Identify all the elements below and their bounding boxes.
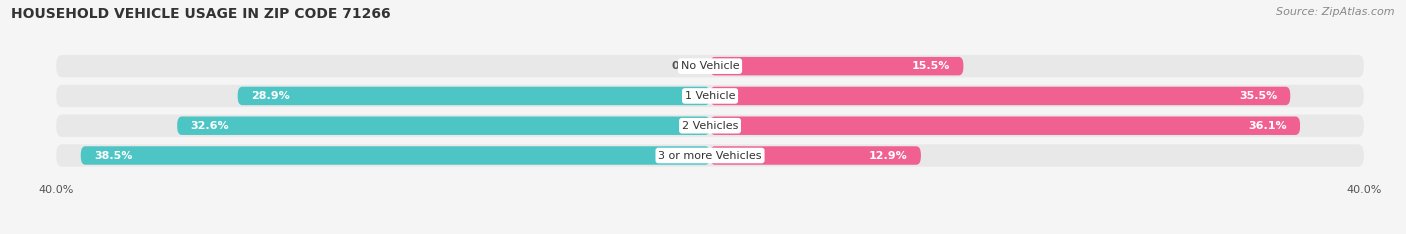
Text: 0.0%: 0.0% <box>671 61 702 71</box>
FancyBboxPatch shape <box>238 87 710 105</box>
Text: 2 Vehicles: 2 Vehicles <box>682 121 738 131</box>
Text: 36.1%: 36.1% <box>1249 121 1286 131</box>
FancyBboxPatch shape <box>710 146 921 165</box>
Text: No Vehicle: No Vehicle <box>681 61 740 71</box>
FancyBboxPatch shape <box>56 85 1364 107</box>
FancyBboxPatch shape <box>56 144 1364 167</box>
Text: Source: ZipAtlas.com: Source: ZipAtlas.com <box>1277 7 1395 17</box>
Text: HOUSEHOLD VEHICLE USAGE IN ZIP CODE 71266: HOUSEHOLD VEHICLE USAGE IN ZIP CODE 7126… <box>11 7 391 21</box>
FancyBboxPatch shape <box>710 87 1291 105</box>
Text: 1 Vehicle: 1 Vehicle <box>685 91 735 101</box>
FancyBboxPatch shape <box>80 146 710 165</box>
Text: 3 or more Vehicles: 3 or more Vehicles <box>658 150 762 161</box>
Text: 12.9%: 12.9% <box>869 150 908 161</box>
Text: 15.5%: 15.5% <box>912 61 950 71</box>
FancyBboxPatch shape <box>56 115 1364 137</box>
Text: 35.5%: 35.5% <box>1239 91 1277 101</box>
FancyBboxPatch shape <box>710 117 1301 135</box>
FancyBboxPatch shape <box>710 57 963 75</box>
Text: 38.5%: 38.5% <box>94 150 132 161</box>
FancyBboxPatch shape <box>56 55 1364 77</box>
FancyBboxPatch shape <box>177 117 710 135</box>
Text: 32.6%: 32.6% <box>190 121 229 131</box>
Text: 28.9%: 28.9% <box>250 91 290 101</box>
